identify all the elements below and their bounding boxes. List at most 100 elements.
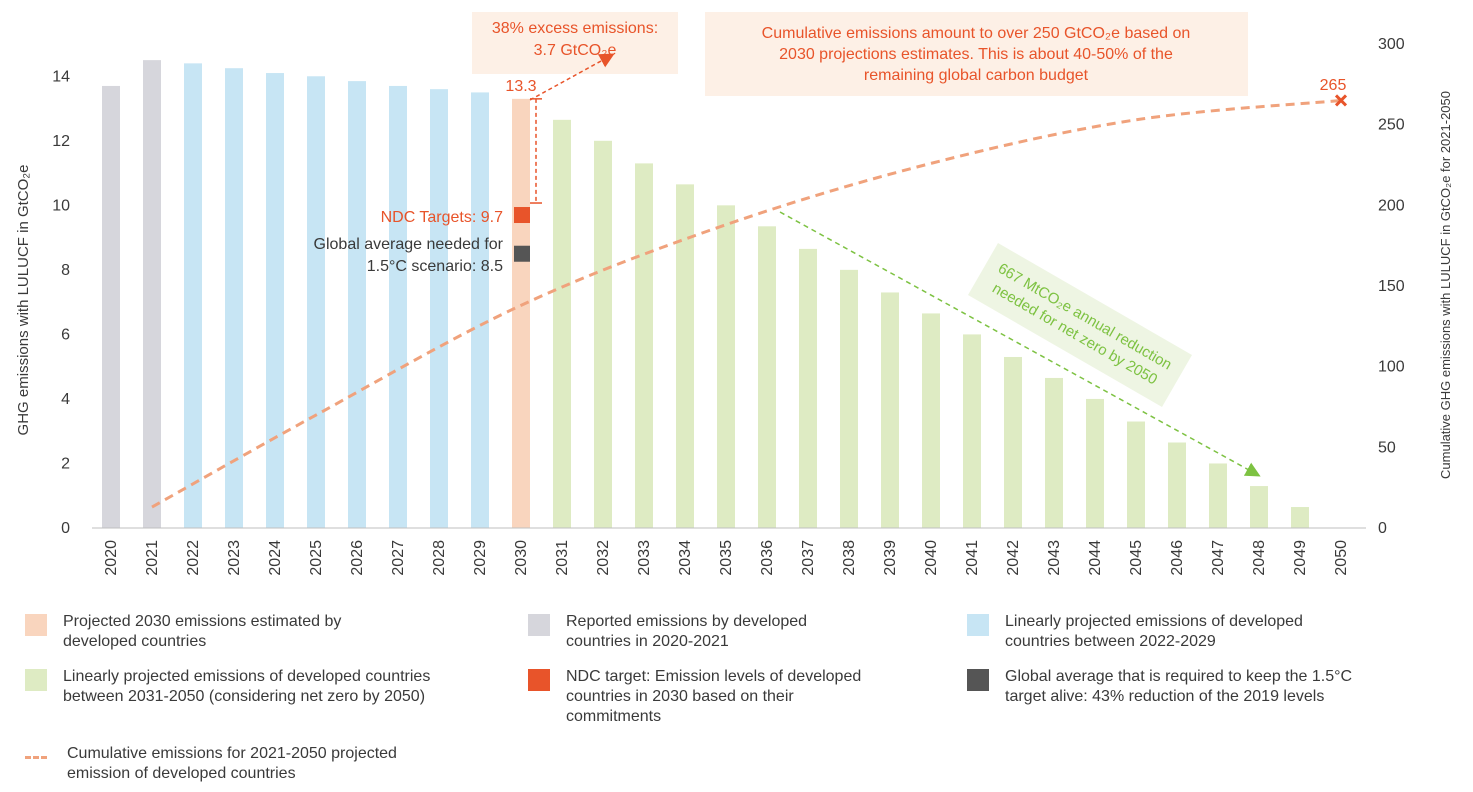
bar-2025 <box>307 76 325 529</box>
x-tick-label: 2026 <box>349 540 366 576</box>
legend-label: Reported emissions by developed <box>566 613 808 630</box>
global-label-line1: Global average needed for <box>314 236 504 253</box>
x-tick-label: 2025 <box>308 540 325 576</box>
bar-2028 <box>430 89 448 528</box>
legend-label: Global average that is required to keep … <box>1005 668 1353 685</box>
legend: Projected 2030 emissions estimated by de… <box>0 600 1473 792</box>
legend-item-linear-2031-2050: Linearly projected emissions of develope… <box>25 667 430 707</box>
excess-text-line2: 3.7 GtCO₂e <box>534 42 617 59</box>
bar-2035 <box>717 205 735 529</box>
x-tick-label: 2049 <box>1292 540 1309 576</box>
legend-swatch-projected-2030 <box>25 614 47 636</box>
bar-2036 <box>758 226 776 528</box>
bar-2046 <box>1168 442 1186 528</box>
legend-label: commitments <box>566 708 662 725</box>
legend-label: emission of developed countries <box>67 765 296 782</box>
cumulative-emissions-line <box>151 98 1342 509</box>
x-tick-label: 2040 <box>923 540 940 576</box>
x-tick-label: 2028 <box>431 540 448 576</box>
bar-2024 <box>266 73 284 528</box>
legend-label: countries in 2020-2021 <box>566 633 729 650</box>
excess-annotation-box <box>472 12 678 74</box>
cumulative-end-value: 265 <box>1320 77 1347 94</box>
excess-arrow <box>529 53 615 101</box>
x-tick-label: 2044 <box>1087 540 1104 576</box>
x-tick-label: 2050 <box>1333 540 1350 576</box>
legend-swatch-linear-2022-2029 <box>967 614 989 636</box>
legend-item-linear-2022-2029: Linearly projected emissions of develope… <box>967 612 1303 652</box>
global-average-marker <box>514 245 530 262</box>
legend-swatch-reported <box>528 614 550 636</box>
x-tick-label: 2021 <box>144 540 161 576</box>
cumulative-annotation-box <box>705 12 1248 96</box>
cumulative-text-line2: 2030 projections estimates. This is abou… <box>779 46 1173 63</box>
x-tick-label: 2038 <box>841 540 858 576</box>
x-tick-label: 2023 <box>226 540 243 576</box>
legend-label: NDC target: Emission levels of developed <box>566 668 862 685</box>
x-tick-label: 2032 <box>595 540 612 576</box>
bar-2049 <box>1291 507 1309 528</box>
legend-item-cumulative: Cumulative emissions for 2021-2050 proje… <box>25 744 397 784</box>
x-tick-label: 2029 <box>472 540 489 576</box>
legend-label: developed countries <box>63 633 207 650</box>
bar-2037 <box>799 248 817 529</box>
legend-label: countries in 2030 based on their <box>566 688 794 705</box>
bar-2040 <box>922 313 940 528</box>
x-tick-label: 2043 <box>1046 540 1063 576</box>
bar-2042 <box>1004 356 1022 528</box>
x-tick-label: 2035 <box>718 540 735 576</box>
y2-tick-label: 300 <box>1378 36 1405 53</box>
y2-tick-label: 250 <box>1378 117 1405 134</box>
bar-2022 <box>184 63 202 529</box>
bar-2031 <box>553 119 571 529</box>
legend-swatch-global <box>967 669 989 691</box>
cumulative-text-line3: remaining global carbon budget <box>864 67 1089 84</box>
legend-item-ndc: NDC target: Emission levels of developed… <box>528 667 861 727</box>
x-tick-label: 2039 <box>882 540 899 576</box>
legend-label: target alive: 43% reduction of the 2019 … <box>1005 688 1325 705</box>
y-axis-ticks: 0 2 4 6 8 10 12 14 <box>52 68 70 537</box>
excess-bracket <box>530 98 542 204</box>
x-tick-label: 2036 <box>759 540 776 576</box>
legend-label: between 2031-2050 (considering net zero … <box>63 688 426 705</box>
legend-swatch-linear-2031-2050 <box>25 669 47 691</box>
x-tick-label: 2020 <box>103 540 120 576</box>
y-tick-label: 2 <box>61 455 70 472</box>
cumulative-end-marker <box>1334 94 1348 107</box>
x-tick-label: 2030 <box>513 540 530 576</box>
y-tick-label: 8 <box>61 262 70 279</box>
end-marker-stroke <box>1334 94 1348 107</box>
legend-item-reported: Reported emissions by developed countrie… <box>528 612 807 652</box>
bar-2027 <box>389 85 407 529</box>
legend-label: Cumulative emissions for 2021-2050 proje… <box>67 745 397 762</box>
y2-axis-ticks: 0 50 100 150 200 250 300 <box>1378 36 1405 537</box>
bar-2034 <box>676 184 694 529</box>
bar-2021 <box>143 60 161 529</box>
bar-2045 <box>1127 421 1145 528</box>
x-tick-label: 2024 <box>267 540 284 576</box>
x-tick-label: 2031 <box>554 540 571 576</box>
y2-tick-label: 50 <box>1378 439 1396 456</box>
excess-text-line1: 38% excess emissions: <box>492 20 658 37</box>
bar-2020 <box>102 85 120 529</box>
y-tick-label: 0 <box>61 520 70 537</box>
legend-swatch-cumulative <box>25 756 47 759</box>
y-axis-label: GHG emissions with LULUCF in GtCO₂e <box>15 165 32 436</box>
x-tick-label: 2022 <box>185 540 202 576</box>
legend-swatch-ndc <box>528 669 550 691</box>
cumulative-text-line1: Cumulative emissions amount to over 250 … <box>762 25 1191 42</box>
y2-tick-label: 150 <box>1378 278 1405 295</box>
bar-2039 <box>881 292 899 528</box>
legend-label: Linearly projected emissions of develope… <box>1005 613 1303 630</box>
x-tick-label: 2042 <box>1005 540 1022 576</box>
y-tick-label: 10 <box>52 197 70 214</box>
bar-2043 <box>1045 377 1063 528</box>
bar-2026 <box>348 81 366 529</box>
bar-2029 <box>471 92 489 529</box>
y2-tick-label: 0 <box>1378 520 1387 537</box>
bar-group <box>102 60 1309 529</box>
ndc-label: NDC Targets: 9.7 <box>381 209 504 226</box>
legend-label: Projected 2030 emissions estimated by <box>63 613 342 630</box>
emissions-chart: 2020 2021 2022 2023 2024 2025 2026 2027 2028 2029… <box>15 12 1453 576</box>
bar-2038 <box>840 269 858 528</box>
